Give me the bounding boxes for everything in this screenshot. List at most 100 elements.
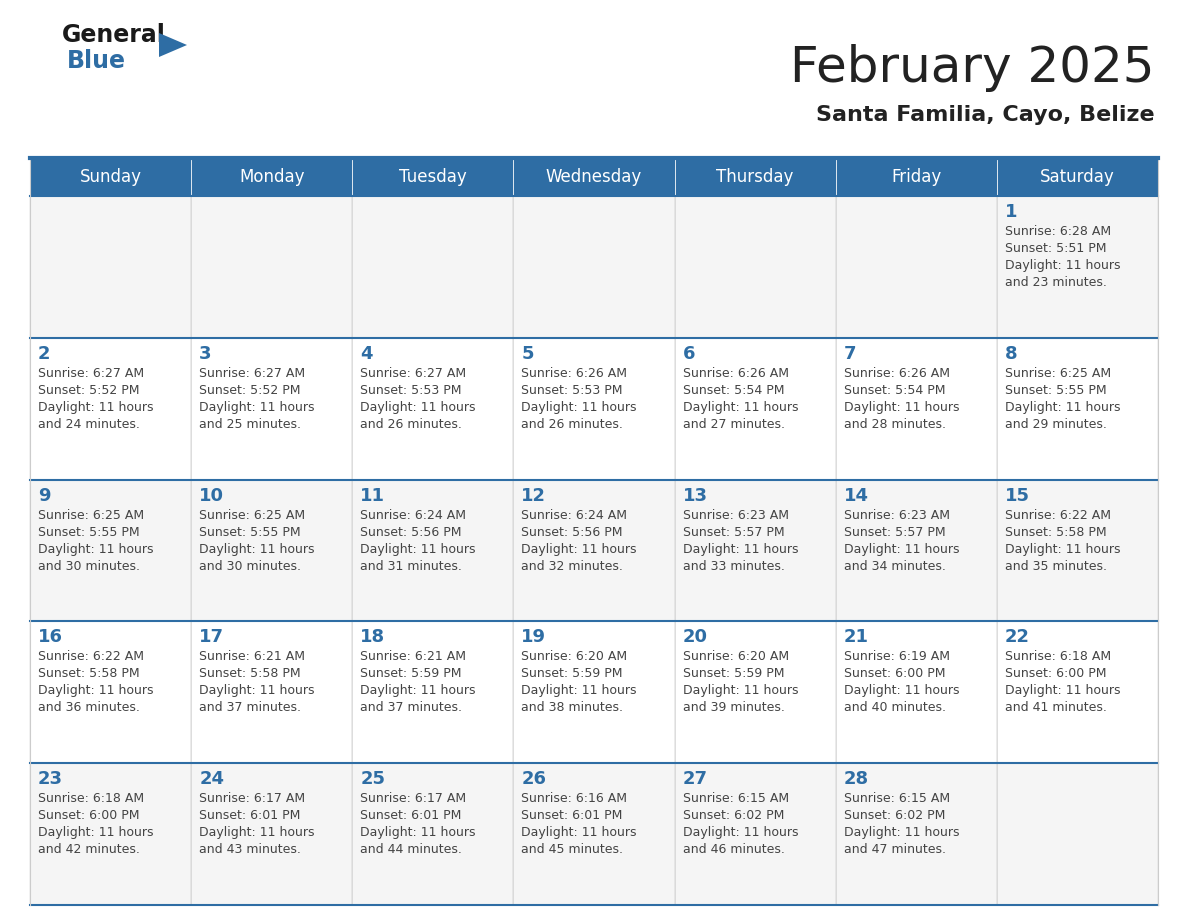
- Text: and 46 minutes.: and 46 minutes.: [683, 844, 784, 856]
- Polygon shape: [159, 33, 187, 57]
- Text: Santa Familia, Cayo, Belize: Santa Familia, Cayo, Belize: [816, 105, 1155, 125]
- Text: Daylight: 11 hours: Daylight: 11 hours: [38, 401, 153, 414]
- Bar: [513, 479, 675, 621]
- Bar: [30, 338, 191, 479]
- Text: 26: 26: [522, 770, 546, 789]
- Bar: [675, 196, 835, 338]
- Text: and 26 minutes.: and 26 minutes.: [360, 418, 462, 431]
- Text: Daylight: 11 hours: Daylight: 11 hours: [200, 401, 315, 414]
- Text: 4: 4: [360, 345, 373, 363]
- Text: Daylight: 11 hours: Daylight: 11 hours: [683, 401, 798, 414]
- Bar: [513, 196, 675, 338]
- Text: 9: 9: [38, 487, 51, 505]
- Bar: [835, 479, 997, 621]
- Bar: [191, 158, 353, 196]
- Text: 15: 15: [1005, 487, 1030, 505]
- Bar: [191, 621, 353, 763]
- Bar: [835, 621, 997, 763]
- Text: Sunset: 6:02 PM: Sunset: 6:02 PM: [683, 809, 784, 823]
- Text: and 47 minutes.: and 47 minutes.: [843, 844, 946, 856]
- Text: and 45 minutes.: and 45 minutes.: [522, 844, 624, 856]
- Text: 23: 23: [38, 770, 63, 789]
- Bar: [835, 158, 997, 196]
- Text: and 44 minutes.: and 44 minutes.: [360, 844, 462, 856]
- Text: Sunset: 5:58 PM: Sunset: 5:58 PM: [38, 667, 140, 680]
- Bar: [997, 621, 1158, 763]
- Text: 6: 6: [683, 345, 695, 363]
- Bar: [353, 158, 513, 196]
- Text: Thursday: Thursday: [716, 168, 794, 186]
- Text: Sunrise: 6:18 AM: Sunrise: 6:18 AM: [1005, 650, 1111, 664]
- Text: Sunset: 5:58 PM: Sunset: 5:58 PM: [200, 667, 301, 680]
- Text: Tuesday: Tuesday: [399, 168, 467, 186]
- Bar: [30, 158, 191, 196]
- Text: and 31 minutes.: and 31 minutes.: [360, 560, 462, 573]
- Text: and 43 minutes.: and 43 minutes.: [200, 844, 301, 856]
- Text: Sunset: 5:55 PM: Sunset: 5:55 PM: [200, 526, 301, 539]
- Text: 21: 21: [843, 629, 868, 646]
- Bar: [675, 338, 835, 479]
- Bar: [513, 338, 675, 479]
- Text: 16: 16: [38, 629, 63, 646]
- Text: 24: 24: [200, 770, 225, 789]
- Text: Daylight: 11 hours: Daylight: 11 hours: [200, 543, 315, 555]
- Bar: [675, 621, 835, 763]
- Text: Sunrise: 6:20 AM: Sunrise: 6:20 AM: [522, 650, 627, 664]
- Text: Daylight: 11 hours: Daylight: 11 hours: [1005, 543, 1120, 555]
- Text: 10: 10: [200, 487, 225, 505]
- Text: Sunset: 5:52 PM: Sunset: 5:52 PM: [200, 384, 301, 397]
- Text: and 40 minutes.: and 40 minutes.: [843, 701, 946, 714]
- Text: Daylight: 11 hours: Daylight: 11 hours: [522, 543, 637, 555]
- Text: Sunset: 5:55 PM: Sunset: 5:55 PM: [1005, 384, 1106, 397]
- Text: Daylight: 11 hours: Daylight: 11 hours: [200, 685, 315, 698]
- Text: Daylight: 11 hours: Daylight: 11 hours: [522, 826, 637, 839]
- Text: Sunset: 5:55 PM: Sunset: 5:55 PM: [38, 526, 140, 539]
- Text: Daylight: 11 hours: Daylight: 11 hours: [843, 401, 959, 414]
- Text: Sunrise: 6:23 AM: Sunrise: 6:23 AM: [683, 509, 789, 521]
- Bar: [30, 196, 191, 338]
- Text: Sunrise: 6:17 AM: Sunrise: 6:17 AM: [360, 792, 467, 805]
- Text: Daylight: 11 hours: Daylight: 11 hours: [200, 826, 315, 839]
- Text: and 32 minutes.: and 32 minutes.: [522, 560, 624, 573]
- Text: Sunrise: 6:28 AM: Sunrise: 6:28 AM: [1005, 225, 1111, 238]
- Text: and 35 minutes.: and 35 minutes.: [1005, 560, 1107, 573]
- Text: Sunrise: 6:21 AM: Sunrise: 6:21 AM: [360, 650, 466, 664]
- Text: Sunset: 6:00 PM: Sunset: 6:00 PM: [1005, 667, 1106, 680]
- Text: Sunset: 5:59 PM: Sunset: 5:59 PM: [683, 667, 784, 680]
- Text: Daylight: 11 hours: Daylight: 11 hours: [683, 826, 798, 839]
- Text: Sunrise: 6:27 AM: Sunrise: 6:27 AM: [360, 367, 467, 380]
- Text: and 23 minutes.: and 23 minutes.: [1005, 276, 1107, 289]
- Text: Sunrise: 6:19 AM: Sunrise: 6:19 AM: [843, 650, 949, 664]
- Text: Sunday: Sunday: [80, 168, 141, 186]
- Text: Sunrise: 6:27 AM: Sunrise: 6:27 AM: [200, 367, 305, 380]
- Bar: [835, 338, 997, 479]
- Bar: [191, 479, 353, 621]
- Text: Sunrise: 6:25 AM: Sunrise: 6:25 AM: [38, 509, 144, 521]
- Text: Daylight: 11 hours: Daylight: 11 hours: [360, 685, 475, 698]
- Text: Sunrise: 6:26 AM: Sunrise: 6:26 AM: [683, 367, 789, 380]
- Text: 27: 27: [683, 770, 708, 789]
- Text: Sunrise: 6:15 AM: Sunrise: 6:15 AM: [843, 792, 950, 805]
- Text: General: General: [62, 23, 166, 47]
- Text: Sunrise: 6:25 AM: Sunrise: 6:25 AM: [200, 509, 305, 521]
- Bar: [353, 196, 513, 338]
- Text: Sunset: 5:53 PM: Sunset: 5:53 PM: [360, 384, 462, 397]
- Text: 5: 5: [522, 345, 533, 363]
- Text: Sunset: 5:51 PM: Sunset: 5:51 PM: [1005, 242, 1106, 255]
- Text: Daylight: 11 hours: Daylight: 11 hours: [38, 826, 153, 839]
- Bar: [675, 158, 835, 196]
- Text: Daylight: 11 hours: Daylight: 11 hours: [1005, 685, 1120, 698]
- Text: Sunrise: 6:26 AM: Sunrise: 6:26 AM: [522, 367, 627, 380]
- Text: and 25 minutes.: and 25 minutes.: [200, 418, 301, 431]
- Text: Sunrise: 6:27 AM: Sunrise: 6:27 AM: [38, 367, 144, 380]
- Bar: [513, 621, 675, 763]
- Text: Daylight: 11 hours: Daylight: 11 hours: [1005, 259, 1120, 272]
- Text: and 39 minutes.: and 39 minutes.: [683, 701, 784, 714]
- Text: and 42 minutes.: and 42 minutes.: [38, 844, 140, 856]
- Text: and 24 minutes.: and 24 minutes.: [38, 418, 140, 431]
- Text: Daylight: 11 hours: Daylight: 11 hours: [843, 685, 959, 698]
- Bar: [997, 763, 1158, 905]
- Text: Daylight: 11 hours: Daylight: 11 hours: [843, 543, 959, 555]
- Text: and 37 minutes.: and 37 minutes.: [200, 701, 301, 714]
- Text: Friday: Friday: [891, 168, 941, 186]
